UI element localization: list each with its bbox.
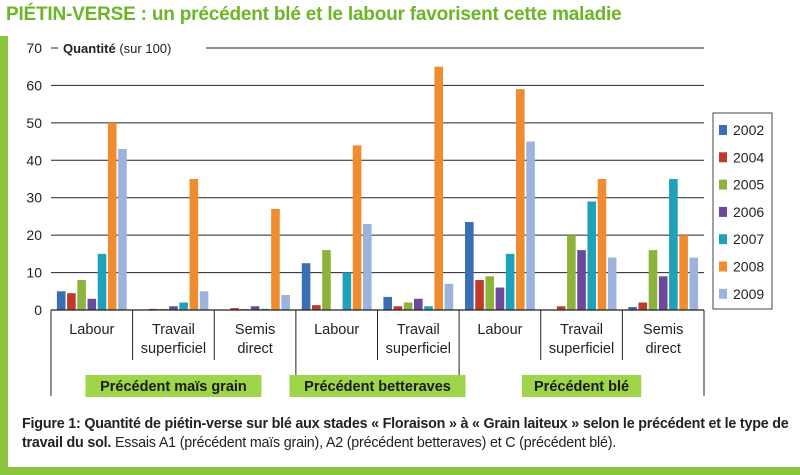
bar [597, 179, 607, 310]
bar [648, 250, 658, 310]
bar [679, 235, 688, 310]
bar [577, 250, 586, 310]
figure-caption: Figure 1: Quantité de piétin-verse sur b… [22, 415, 792, 453]
bar [505, 253, 515, 310]
group-label-bg [85, 375, 262, 397]
bar [383, 296, 393, 310]
bar [271, 208, 280, 310]
bar [689, 257, 699, 310]
legend-label: 2004 [733, 149, 764, 165]
bar [658, 276, 668, 310]
bar [87, 298, 97, 310]
bar [118, 149, 127, 310]
category-label: Semis [235, 322, 275, 338]
legend-swatch [719, 125, 727, 135]
category-label: Travail [560, 322, 603, 338]
bar [281, 295, 290, 310]
legend-swatch [719, 152, 727, 163]
bar [199, 291, 209, 310]
legend-swatch [719, 206, 727, 217]
bar [485, 276, 495, 310]
y-tick-label: 40 [26, 152, 42, 168]
bar [414, 298, 423, 310]
bar [495, 287, 505, 310]
legend-label: 2008 [733, 259, 764, 275]
category-label: Travail [152, 322, 195, 338]
frame-left-bar [0, 36, 8, 475]
legend-swatch [719, 179, 727, 190]
group-label-bg [289, 375, 466, 397]
bar [97, 253, 107, 310]
y-axis-label-bg [58, 39, 206, 57]
bar [587, 201, 597, 310]
bar [669, 179, 678, 310]
y-tick-label: 30 [26, 190, 42, 206]
category-label: direct [645, 341, 680, 357]
category-label: superficiel [141, 341, 206, 357]
bar [556, 306, 566, 310]
y-tick-label: 70 [26, 40, 42, 56]
y-tick-label: 10 [26, 265, 42, 281]
legend-label: 2005 [733, 177, 764, 193]
bar [424, 306, 433, 310]
bar [250, 306, 260, 310]
bar [342, 272, 352, 310]
bar [56, 291, 66, 310]
bar [179, 302, 188, 310]
bar [434, 66, 444, 311]
group-label: Précédent blé [534, 379, 629, 395]
bar [393, 306, 403, 310]
caption-normal: Essais A1 (précédent maïs grain), A2 (pr… [111, 435, 617, 451]
legend-label: 2007 [733, 231, 764, 247]
bar [322, 250, 331, 310]
bar-chart: 0 10 20 30 40 50 60 70 Quantité (sur 100) Labour T… [26, 39, 773, 397]
y-axis-label: Quantité (sur 100) [63, 41, 171, 56]
bar [526, 141, 535, 310]
bar [465, 222, 474, 310]
y-tick-label: 50 [26, 115, 42, 131]
bar [628, 307, 637, 310]
legend-swatch [719, 261, 727, 272]
bar [567, 235, 576, 310]
bar [77, 280, 86, 310]
y-tick-label: 20 [26, 227, 42, 243]
y-tick-label: 0 [34, 302, 42, 318]
bar [301, 263, 311, 310]
bar [516, 89, 525, 310]
caption-bold: Figure 1: Quantité de piétin-verse sur b… [22, 416, 789, 451]
legend-label: 2002 [733, 122, 764, 138]
bar [362, 223, 372, 310]
legend-swatch [719, 288, 727, 299]
y-tick-label: 60 [26, 77, 42, 93]
category-label: Labour [69, 322, 114, 338]
category-label: Travail [397, 322, 440, 338]
category-label: Labour [477, 322, 522, 338]
group-label: Précédent maïs grain [100, 379, 247, 395]
bar [67, 293, 76, 310]
legend-label: 2009 [733, 286, 764, 302]
group-label: Précédent betteraves [304, 379, 451, 395]
bar [230, 308, 239, 310]
bar [352, 145, 362, 310]
group-label-bg [521, 375, 642, 397]
bar [475, 280, 484, 310]
category-label: direct [237, 341, 272, 357]
bar [403, 302, 413, 310]
legend-label: 2006 [733, 204, 764, 220]
bar [169, 306, 178, 310]
bar [311, 305, 321, 310]
bar [444, 283, 454, 310]
legend-swatch [719, 234, 727, 245]
bar [607, 257, 617, 310]
category-label: Semis [643, 322, 683, 338]
chart-title: PIÉTIN-VERSE : un précédent blé et le la… [6, 4, 622, 25]
frame-bottom-bar [0, 467, 800, 475]
category-label: superficiel [549, 341, 614, 357]
bar [107, 122, 117, 310]
category-label: superficiel [386, 341, 451, 357]
bar [189, 179, 199, 310]
bar [638, 302, 648, 310]
category-label: Labour [314, 322, 359, 338]
